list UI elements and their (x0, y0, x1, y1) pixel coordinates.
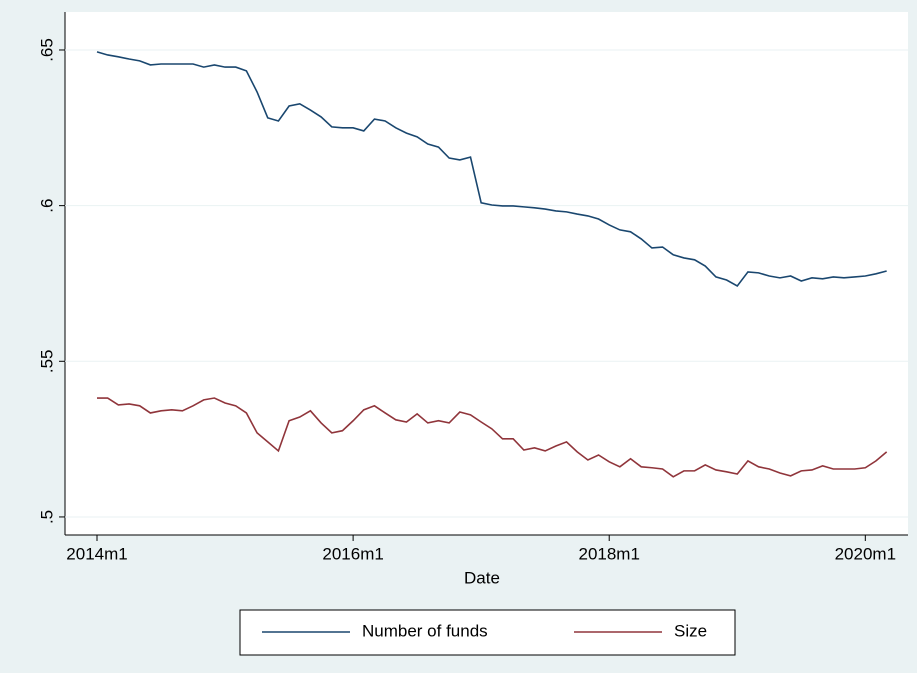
x-tick-label: 2016m1 (322, 544, 383, 563)
plot-area (65, 12, 908, 535)
y-tick-label: .5 (37, 510, 56, 524)
y-tick-label: .6 (37, 199, 56, 213)
x-tick-label: 2020m1 (835, 544, 896, 563)
x-tick-label: 2018m1 (578, 544, 639, 563)
y-tick-label: .65 (37, 38, 56, 62)
legend-label: Size (674, 621, 707, 640)
series-line (97, 397, 888, 478)
series-line (96, 51, 887, 287)
legend-label: Number of funds (362, 621, 488, 640)
y-tick-label: .55 (37, 349, 56, 373)
x-tick-label: 2014m1 (66, 544, 127, 563)
x-axis-title: Date (464, 568, 500, 587)
